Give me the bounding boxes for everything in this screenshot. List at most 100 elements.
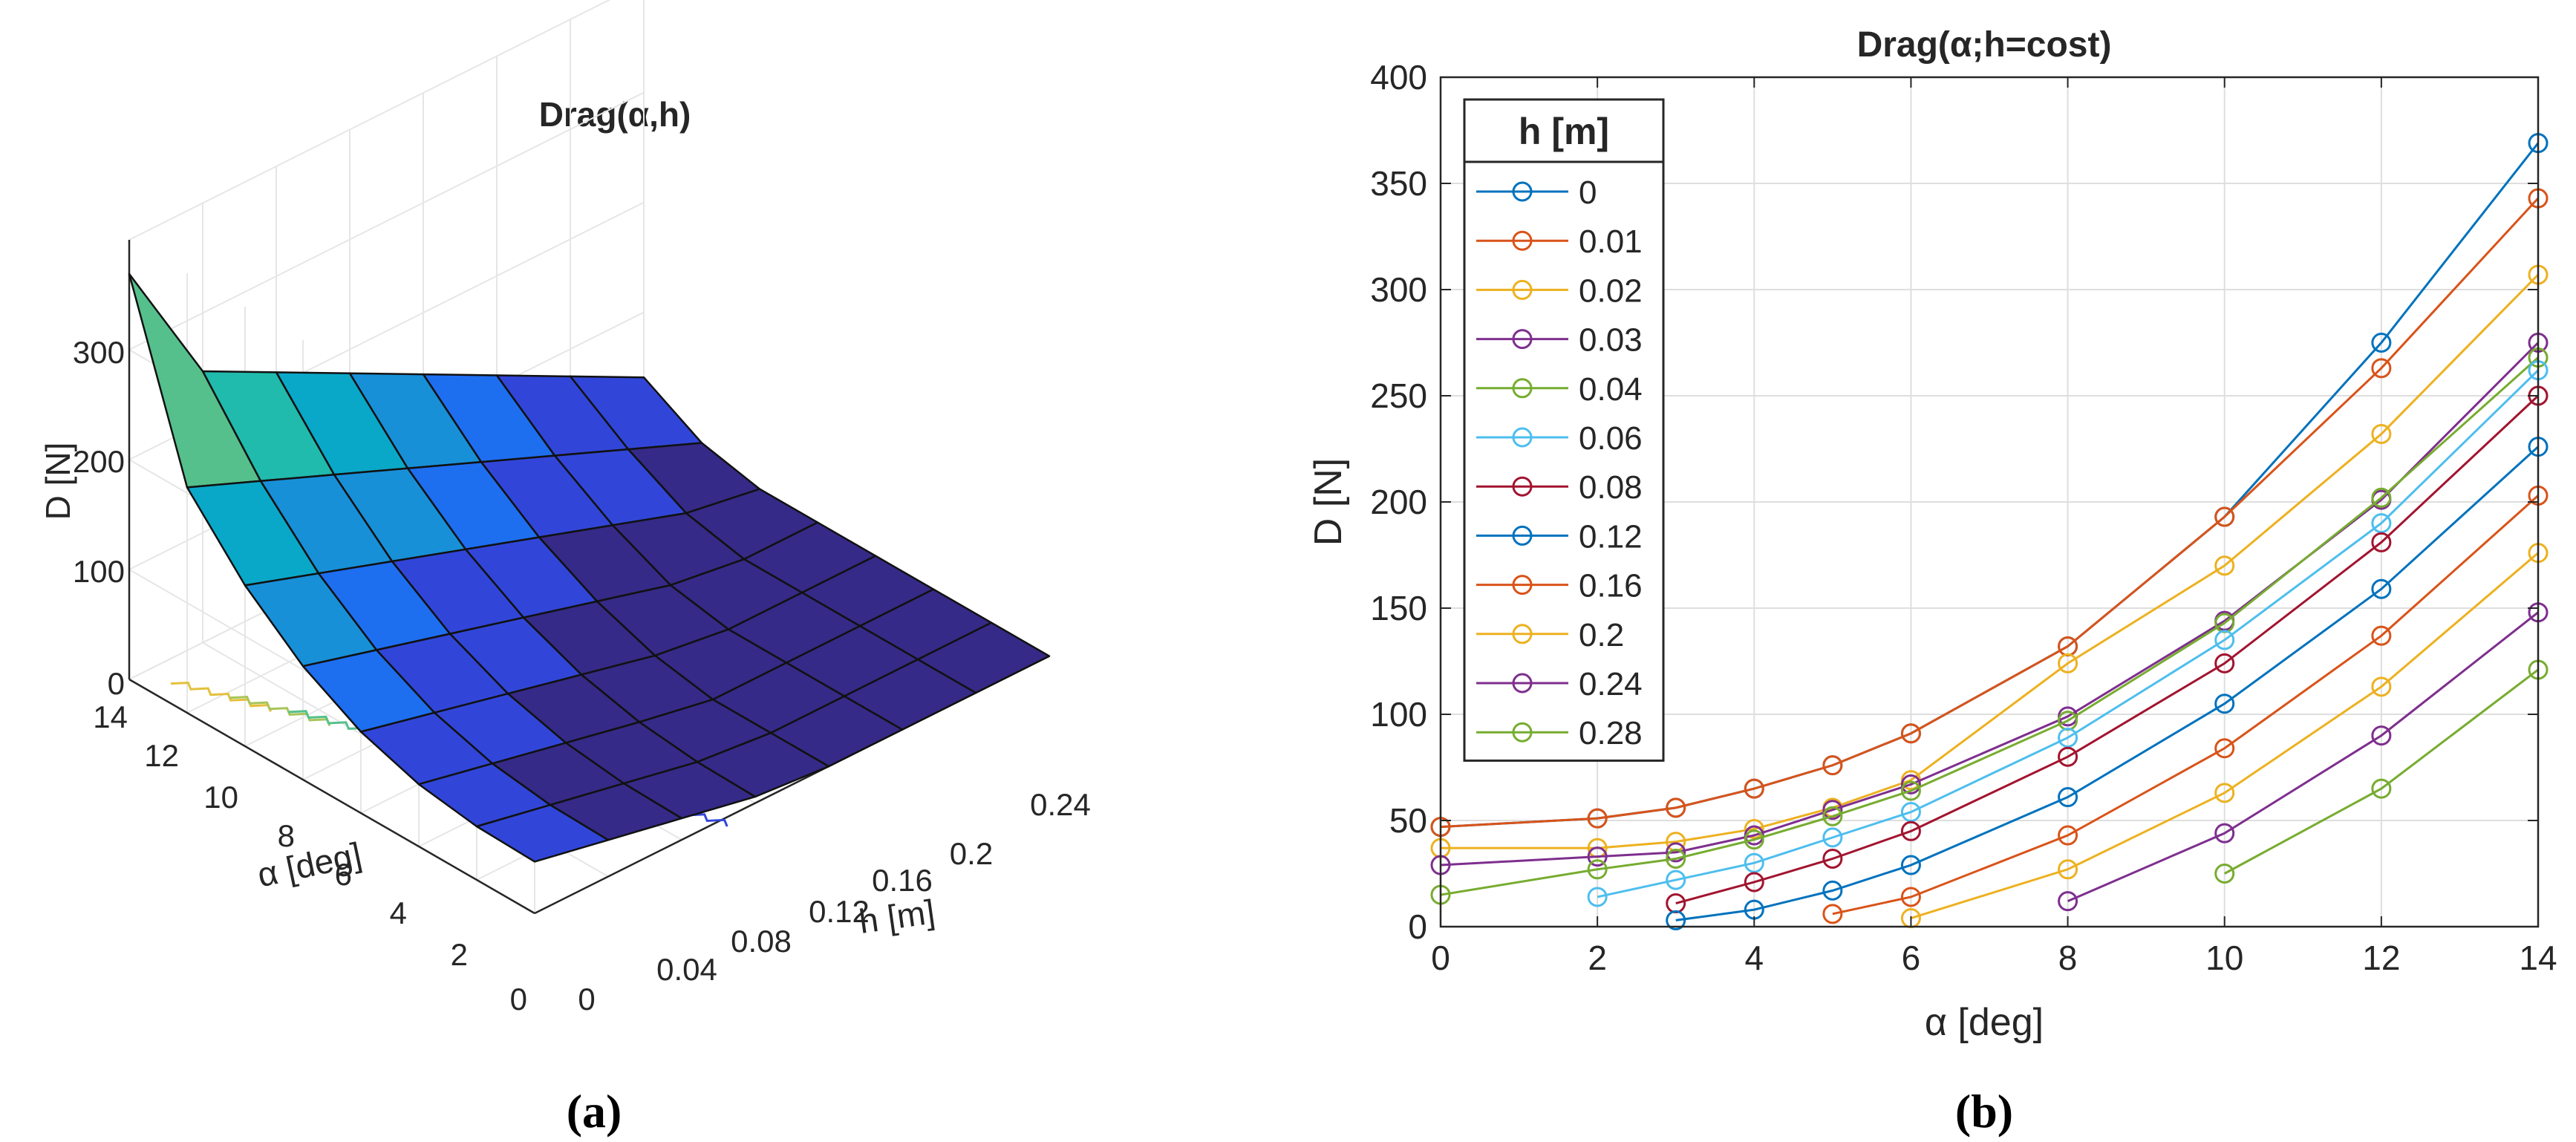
series-0.12 <box>1666 437 2549 930</box>
legend-marker-0.16 <box>1512 575 1533 596</box>
marker-0.01-6 <box>1900 723 1921 744</box>
h-tick-0.08: 0.08 <box>731 924 792 959</box>
marker-0.06-5 <box>1822 827 1843 848</box>
x-tick-label-10: 10 <box>2205 939 2243 977</box>
panel-b-series <box>1430 133 2549 930</box>
legend-label-0.08: 0.08 <box>1579 469 1643 506</box>
series-line-0.12 <box>1675 446 2540 921</box>
legend-label-0.2: 0.2 <box>1579 617 1624 653</box>
marker-0.28-12 <box>2371 778 2392 799</box>
marker-0.03-3 <box>1666 842 1686 863</box>
legend-label-0.04: 0.04 <box>1579 371 1643 408</box>
y-tick-label-150: 150 <box>1370 589 1427 627</box>
marker-0.06-12 <box>2371 513 2392 534</box>
marker-0.04-4 <box>1744 829 1764 850</box>
series-line-0.01 <box>1440 198 2540 829</box>
legend-marker-0.12 <box>1512 525 1533 546</box>
marker-0.02-10 <box>2214 555 2235 576</box>
marker-0.12-6 <box>1900 855 1921 875</box>
series-line-0.06 <box>1597 369 2540 898</box>
marker-0.01-5 <box>1822 755 1843 776</box>
series-line-0.08 <box>1675 394 2540 904</box>
marker-0.16-10 <box>2214 738 2235 759</box>
marker-0.04-3 <box>1666 848 1686 869</box>
panel-b-title: Drag(α;h=cost) <box>1857 25 2112 65</box>
legend-entry-0.03: 0.03 <box>1476 322 1643 359</box>
marker-0.03-6 <box>1900 774 1921 794</box>
backwall-grid-d-400 <box>128 0 611 241</box>
panel-b-line-chart: Drag(α;h=cost) 0 2 4 6 8 10 12 14 0 50 100 150 200 2… <box>1307 25 2557 1138</box>
legend-marker-0.01 <box>1512 230 1533 251</box>
marker-0.12-3 <box>1666 910 1686 930</box>
legend-marker-0 <box>1512 181 1533 202</box>
marker-0.08-6 <box>1900 820 1921 841</box>
surface-patch-0-0 <box>475 803 610 863</box>
marker-0.06-10 <box>2214 630 2235 650</box>
legend-entry-0.24: 0.24 <box>1476 666 1643 702</box>
h-tick-0.16: 0.16 <box>872 863 933 898</box>
marker-0.28-10 <box>2214 864 2235 884</box>
legend-box <box>1463 98 1665 762</box>
series-line-0.04 <box>1440 356 2539 896</box>
floor-contour-1 <box>229 696 331 727</box>
marker-0.08-10 <box>2214 653 2235 673</box>
panel-b-x-ticks: 0 2 4 6 8 10 12 14 <box>1431 939 2557 977</box>
marker-0.08-8 <box>2058 746 2078 767</box>
marker-0.2-12 <box>2371 676 2392 697</box>
marker-0.01-3 <box>1666 797 1686 818</box>
legend-marker-0.24 <box>1512 673 1533 694</box>
marker-0.04-5 <box>1822 806 1843 826</box>
marker-0.02-4 <box>1744 818 1764 839</box>
legend-entry-0.06: 0.06 <box>1476 420 1643 457</box>
marker-0.06-8 <box>2058 727 2078 748</box>
d-tick-300: 300 <box>73 335 125 370</box>
panel-b-ylabel: D [N] <box>1307 458 1350 546</box>
marker-0.06-3 <box>1666 869 1686 890</box>
legend-label-0.02: 0.02 <box>1579 273 1643 309</box>
legend-label-0: 0 <box>1579 174 1597 211</box>
legend-marker-0.28 <box>1512 722 1533 743</box>
marker-0.06-6 <box>1900 802 1921 823</box>
panel-b-xlabel: α [deg] <box>1925 1001 2044 1044</box>
x-tick-label-14: 14 <box>2519 939 2557 977</box>
legend-entry-0.12: 0.12 <box>1476 518 1643 555</box>
h-tick-0: 0 <box>578 982 595 1017</box>
series-0.04 <box>1430 348 2549 905</box>
x-tick-label-8: 8 <box>2058 939 2078 977</box>
marker-0.24-12 <box>2371 725 2392 746</box>
alpha-tick-10: 10 <box>203 780 238 815</box>
marker-0.16-6 <box>1900 887 1921 907</box>
legend-entry-0.28: 0.28 <box>1476 715 1643 751</box>
panel-a-title: Drag(α,h) <box>539 95 691 134</box>
panel-b-caption: (b) <box>1955 1085 2013 1138</box>
y-tick-label-300: 300 <box>1370 270 1427 309</box>
marker-0.06-2 <box>1587 887 1608 907</box>
alpha-tick-2: 2 <box>451 937 468 972</box>
panel-a-tick-labels: 0 100 200 300 14 12 10 8 6 4 2 0 0 0.04 … <box>73 335 1091 1017</box>
panel-b-y-ticks: 0 50 100 150 200 250 300 350 400 <box>1370 58 1427 946</box>
marker-0.01-12 <box>2371 358 2392 379</box>
marker-0.2-8 <box>2058 859 2078 880</box>
legend-label-0.01: 0.01 <box>1579 223 1643 260</box>
legend-entry-0.04: 0.04 <box>1476 371 1643 408</box>
legend-entry-0: 0 <box>1476 174 1597 211</box>
marker-0.01-4 <box>1744 778 1764 799</box>
legend-marker-0.2 <box>1512 624 1533 645</box>
legend-entry-0.02: 0.02 <box>1476 273 1643 309</box>
alpha-tick-4: 4 <box>390 895 407 930</box>
series-line-0.16 <box>1832 495 2539 916</box>
backwall-grid-d-300 <box>128 91 645 350</box>
alpha-axis-line <box>128 678 535 915</box>
y-tick-label-250: 250 <box>1370 376 1427 415</box>
panel-a-3d-surface: Drag(α,h) 0 100 200 300 14 12 10 8 6 4 2… <box>39 0 1091 1138</box>
marker-0.08-4 <box>1744 872 1764 893</box>
marker-0.16-12 <box>2371 625 2392 646</box>
x-tick-label-6: 6 <box>1902 939 1921 977</box>
legend-label-0.28: 0.28 <box>1579 715 1643 751</box>
alpha-tick-8: 8 <box>278 818 295 853</box>
marker-0-12 <box>2371 333 2392 353</box>
marker-0.12-5 <box>1822 880 1843 901</box>
h-tick-0.2: 0.2 <box>950 836 993 871</box>
series-0.24 <box>2058 602 2549 912</box>
